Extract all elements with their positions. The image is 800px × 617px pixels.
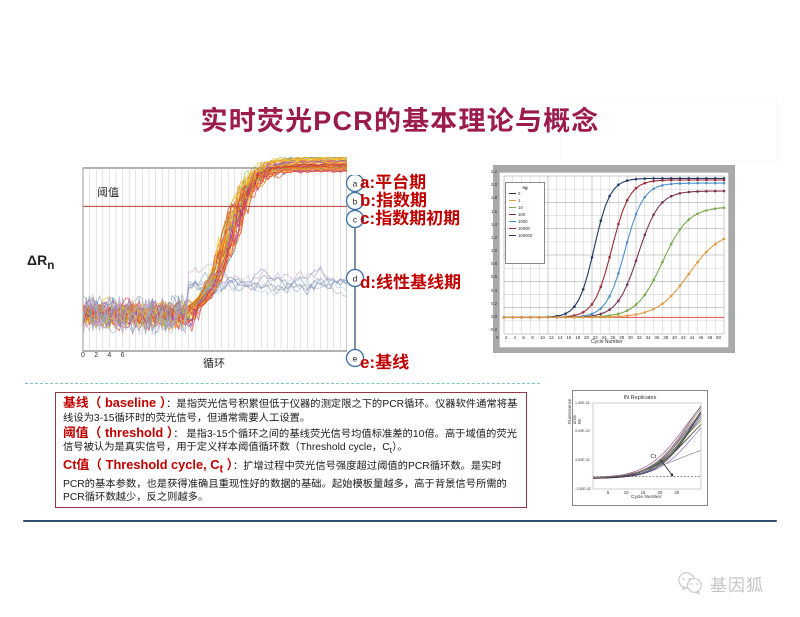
svg-text:Ct: Ct <box>651 454 657 460</box>
svg-text:e: e <box>353 354 358 364</box>
svg-text:d: d <box>353 274 358 284</box>
svg-text:IN Replicates: IN Replicates <box>624 395 657 401</box>
svg-text:a: a <box>353 179 358 189</box>
svg-text:b: b <box>353 197 358 207</box>
